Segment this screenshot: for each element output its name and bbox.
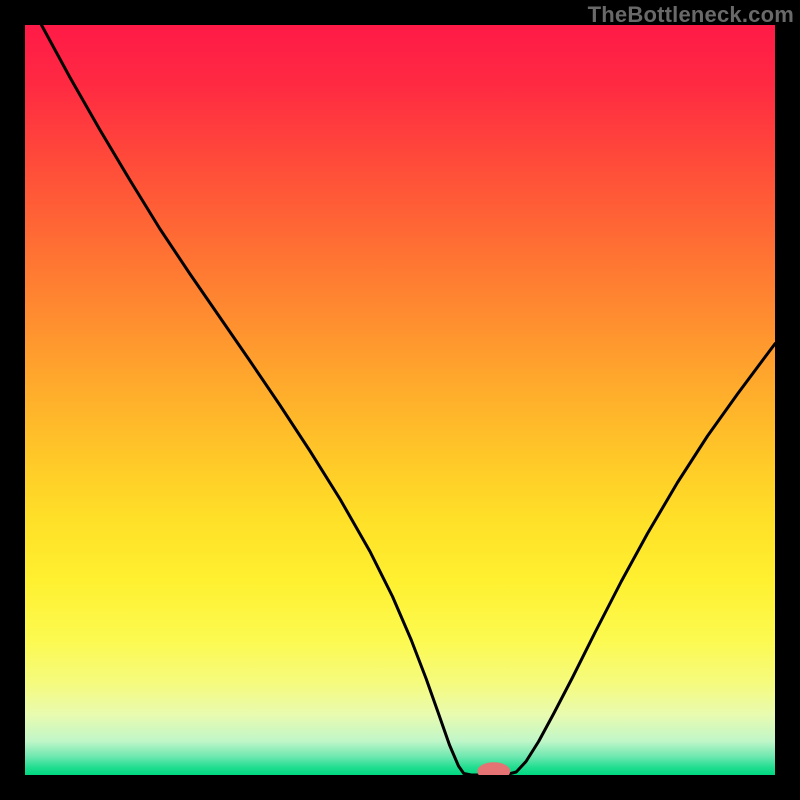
gradient-background [25,25,775,775]
bottleneck-chart [25,25,775,775]
plot-area [25,25,775,775]
watermark-text: TheBottleneck.com [588,2,794,28]
chart-frame: TheBottleneck.com [0,0,800,800]
